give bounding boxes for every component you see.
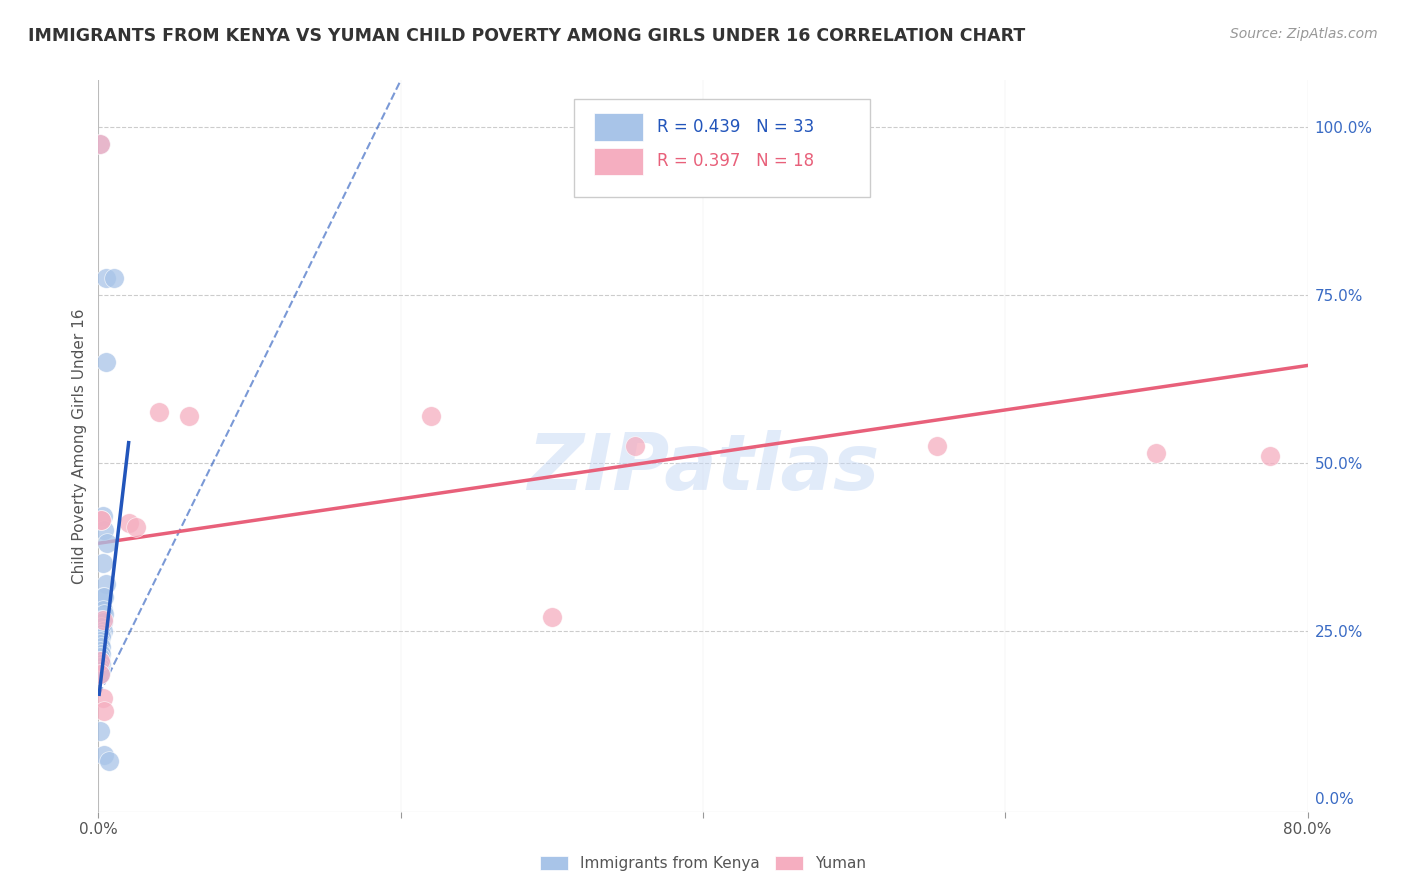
Point [179, 409, 201, 423]
Point [91, 615, 114, 630]
Text: IMMIGRANTS FROM KENYA VS YUMAN CHILD POVERTY AMONG GIRLS UNDER 16 CORRELATION CH: IMMIGRANTS FROM KENYA VS YUMAN CHILD POV… [28, 27, 1025, 45]
Point [91, 590, 114, 604]
Point [89, 637, 111, 651]
Y-axis label: Child Poverty Among Girls Under 16: Child Poverty Among Girls Under 16 [72, 309, 87, 583]
Point [93, 523, 115, 537]
Point [89, 654, 111, 668]
Point [89, 667, 111, 681]
Point [91, 690, 114, 705]
Point [93, 747, 115, 762]
Point [540, 610, 562, 624]
Point [93, 590, 115, 604]
Point [89, 664, 111, 678]
Point [89, 650, 111, 665]
Point [1258, 449, 1281, 463]
Point [420, 409, 443, 423]
Point [624, 439, 647, 453]
Point [90, 614, 112, 628]
FancyBboxPatch shape [595, 147, 643, 176]
Point [91, 624, 114, 638]
Text: ZIPatlas: ZIPatlas [527, 430, 879, 506]
Point [89, 724, 111, 739]
Point [125, 519, 148, 533]
Point [91, 509, 114, 524]
Point [94, 576, 117, 591]
Text: R = 0.439   N = 33: R = 0.439 N = 33 [657, 118, 814, 136]
FancyBboxPatch shape [595, 113, 643, 141]
Point [103, 271, 125, 285]
Point [89, 660, 111, 674]
Point [93, 607, 115, 621]
Point [90, 657, 112, 671]
Point [90, 640, 112, 655]
Point [94, 271, 117, 285]
Point [148, 405, 170, 419]
Point [90, 620, 112, 634]
Point [90, 627, 112, 641]
Point [90, 513, 112, 527]
Point [94, 355, 117, 369]
Point [118, 516, 141, 531]
Point [89, 643, 111, 657]
Point [90, 513, 112, 527]
Point [91, 614, 114, 628]
Point [927, 439, 949, 453]
Point [91, 603, 114, 617]
Point [90, 630, 112, 644]
Point [96, 536, 118, 550]
Legend: Immigrants from Kenya, Yuman: Immigrants from Kenya, Yuman [534, 850, 872, 877]
Point [1144, 446, 1167, 460]
Point [89, 633, 111, 648]
Text: Source: ZipAtlas.com: Source: ZipAtlas.com [1230, 27, 1378, 41]
Point [89, 136, 111, 151]
Point [89, 667, 111, 681]
Point [98, 755, 121, 769]
FancyBboxPatch shape [574, 99, 870, 197]
Point [93, 704, 115, 718]
Point [89, 136, 111, 151]
Point [90, 647, 112, 661]
Text: R = 0.397   N = 18: R = 0.397 N = 18 [657, 153, 814, 170]
Point [89, 654, 111, 668]
Point [91, 557, 114, 571]
